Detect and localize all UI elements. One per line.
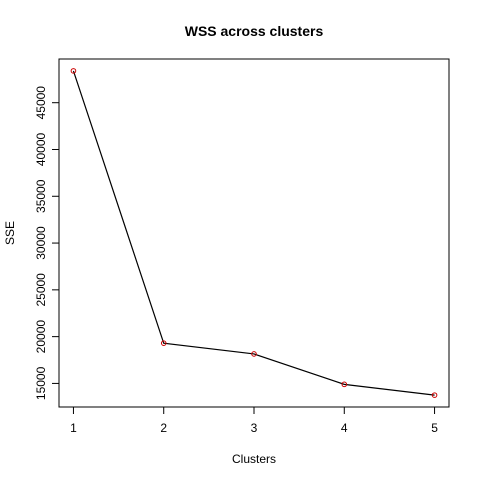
y-tick-label: 45000	[34, 86, 48, 120]
data-point	[70, 68, 77, 74]
y-tick-label: 25000	[34, 273, 48, 307]
y-axis: 15000 20000 25000 30000 35000 40000 45000	[34, 86, 60, 400]
series-sse	[70, 68, 438, 398]
series-line	[72, 70, 435, 396]
y-tick-label: 40000	[34, 132, 48, 166]
y-tick-label: 20000	[34, 320, 48, 354]
y-axis-label: SSE	[3, 221, 17, 245]
x-tick-label: 4	[341, 421, 348, 435]
x-axis-label: Clusters	[232, 452, 276, 466]
data-point	[341, 381, 348, 388]
x-tick-label: 5	[431, 421, 438, 435]
data-point	[160, 340, 167, 346]
y-tick-label: 30000	[34, 226, 48, 260]
x-tick-label: 3	[251, 421, 258, 435]
data-point	[251, 351, 257, 357]
chart-title: WSS across clusters	[185, 23, 324, 39]
y-tick-label: 15000	[34, 366, 48, 400]
x-tick-label: 2	[160, 421, 167, 435]
x-tick-label: 1	[70, 421, 77, 435]
y-tick-label: 35000	[34, 179, 48, 213]
x-axis: 1 2 3 4 5	[70, 406, 438, 435]
data-point	[431, 392, 438, 398]
